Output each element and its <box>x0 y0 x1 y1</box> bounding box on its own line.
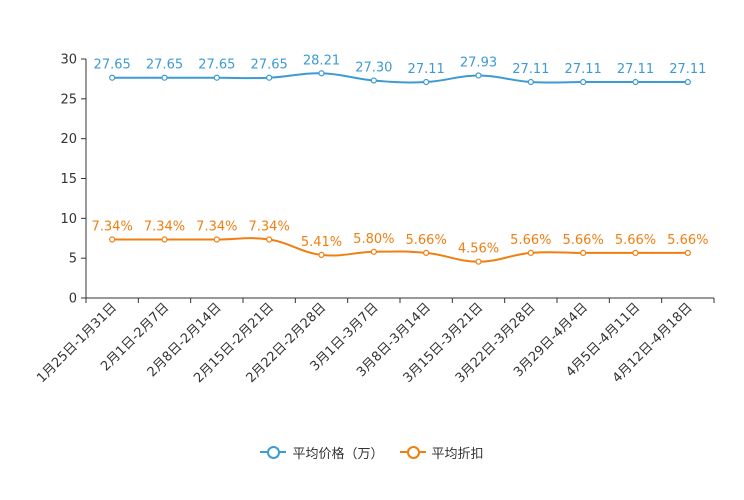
series-price-data-label: 27.93 <box>460 55 497 70</box>
series-discount-point <box>632 249 639 257</box>
series-price-data-label: 27.11 <box>617 62 654 77</box>
series-price-data-label: 27.65 <box>94 58 131 73</box>
series-discount-data-label: 5.66% <box>615 233 656 248</box>
series-price-point <box>213 74 220 81</box>
series-discount-point <box>684 249 691 257</box>
y-tick-label: 15 <box>60 172 77 187</box>
series-discount-data-label: 5.41% <box>301 235 342 250</box>
series-discount-point <box>527 249 534 257</box>
series-discount-data-label: 5.66% <box>667 233 708 248</box>
y-tick-label: 10 <box>60 212 77 227</box>
y-tick-label: 30 <box>60 53 77 68</box>
legend-discount-label: 平均折扣 <box>431 446 484 462</box>
series-discount-point <box>370 248 377 255</box>
series-price-point <box>161 74 168 81</box>
series-discount-point <box>580 249 587 257</box>
series-price-point <box>527 78 534 86</box>
series-price-data-label: 27.11 <box>669 62 706 77</box>
series-price-point <box>475 72 482 79</box>
series-price-data-label: 27.65 <box>198 58 235 73</box>
y-tick-label: 25 <box>60 92 77 107</box>
series-discount-line <box>112 237 688 263</box>
series-price-line <box>112 72 688 84</box>
y-tick-label: 5 <box>69 252 77 267</box>
series-price-point <box>370 77 377 84</box>
series-discount-data-label: 7.34% <box>144 220 185 235</box>
series-price-point <box>109 74 116 81</box>
series-discount-point <box>161 236 168 243</box>
legend-price-marker-icon <box>260 445 287 459</box>
legend-item-price[interactable]: 平均价格（万） <box>260 443 384 462</box>
series-price-data-label: 27.30 <box>355 61 392 76</box>
series-discount-data-label: 4.56% <box>458 242 499 257</box>
series-discount-data-label: 5.66% <box>563 233 604 248</box>
series-price-data-label: 27.11 <box>565 62 602 77</box>
legend-price-label: 平均价格（万） <box>292 446 384 462</box>
series-discount-data-label: 5.66% <box>406 233 447 248</box>
series-discount-point <box>423 249 430 257</box>
series-price-data-label: 27.65 <box>146 58 183 73</box>
series-price-data-label: 27.65 <box>251 58 288 73</box>
series-price-point <box>580 78 587 86</box>
series-discount-data-label: 7.34% <box>92 220 133 235</box>
series-discount-data-label: 5.66% <box>510 233 551 248</box>
legend-discount-marker-icon <box>399 445 426 459</box>
series-price-data-label: 27.11 <box>512 62 549 77</box>
y-tick-label: 0 <box>69 292 77 307</box>
legend: 平均价格（万） 平均折扣 <box>0 440 744 464</box>
legend-price-dot <box>267 446 281 459</box>
series-discount-data-label: 7.34% <box>249 220 290 235</box>
series-discount-data-label: 5.80% <box>353 232 394 247</box>
series-discount-point <box>318 251 325 259</box>
legend-item-discount[interactable]: 平均折扣 <box>399 443 484 462</box>
series-price-data-label: 28.21 <box>303 53 340 68</box>
series-price-point <box>318 70 325 77</box>
series-discount-data-label: 7.34% <box>196 220 237 235</box>
series-discount-point <box>475 258 482 265</box>
series-discount-point <box>266 236 273 243</box>
y-tick-label: 20 <box>60 132 77 147</box>
series-price-point <box>423 78 430 86</box>
series-price-data-label: 27.11 <box>408 62 445 77</box>
series-discount-point <box>109 236 116 243</box>
legend-discount-dot <box>406 446 420 459</box>
series-price-point <box>632 78 639 86</box>
series-discount-point <box>213 236 220 243</box>
series-price-point <box>266 74 273 81</box>
series-price-point <box>684 78 691 86</box>
